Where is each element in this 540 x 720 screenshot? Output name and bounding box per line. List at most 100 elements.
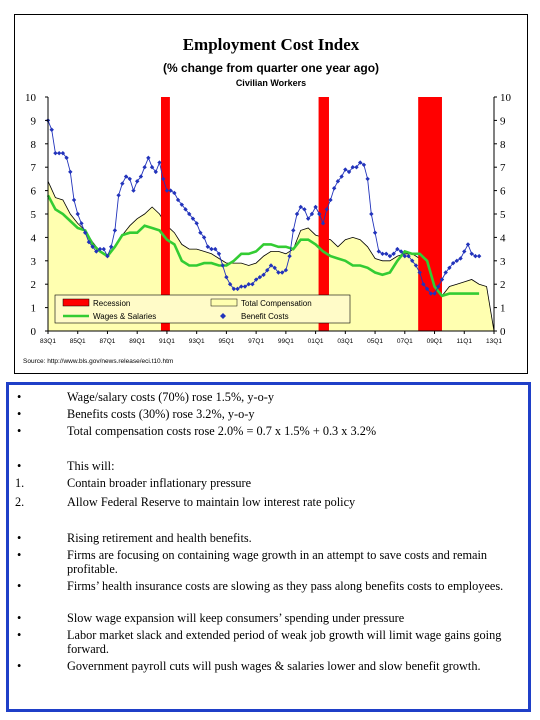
legend: Recession Total Compensation Wages & Sal… [54,294,351,324]
recession-bar-3 [418,97,442,331]
benefit-costs-point [127,176,132,182]
benefit-costs-point [231,286,237,292]
benefit-costs-point [447,265,452,271]
y-tick-label-left: 5 [31,209,37,221]
note-item: Contain broader inflationary pressure [67,476,252,490]
y-tick-label-left: 8 [31,139,37,151]
benefit-costs-point [424,286,430,292]
benefit-costs-point [339,174,344,179]
benefit-costs-point [242,284,248,289]
bullet-marker: • [17,628,22,642]
y-tick-label-right: 8 [500,139,506,151]
y-tick-label-right: 2 [500,279,506,291]
benefit-costs-point [369,211,374,217]
benefit-costs-point [354,165,359,170]
benefit-costs-point [465,242,471,247]
bullet-marker: • [17,548,22,562]
x-tick-label: 11Q1 [457,338,473,345]
benefit-costs-point [246,282,251,287]
benefit-costs-point [406,253,411,259]
y-tick-label-right: 9 [500,115,506,127]
benefit-costs-point [49,127,54,132]
benefit-costs-point [198,230,203,235]
y-tick-label-right: 3 [500,256,506,268]
note-heading: This will: [67,459,115,473]
benefit-costs-point [283,267,289,273]
x-tick-label: 05Q1 [367,338,383,345]
benefit-costs-point [60,150,66,156]
benefit-costs-point [328,197,333,203]
chart-subtitle-2: Civilian Workers [236,78,306,88]
benefit-costs-point [79,221,84,226]
benefit-costs-point [432,291,437,296]
y-tick-label-left: 0 [31,326,37,338]
y-tick-label-right: 5 [500,209,506,221]
legend-wages-label: Wages & Salaries [93,312,156,321]
benefit-costs-point [376,249,381,254]
benefit-costs-point [343,167,348,172]
benefit-costs-point [265,267,270,273]
note-item: Wage/salary costs (70%) rose 1.5%, y-o-y [67,390,274,404]
benefit-costs-point [123,174,129,179]
benefit-costs-point [305,216,311,221]
benefit-costs-point [142,165,147,170]
benefit-costs-point [365,176,370,182]
benefit-costs-point [320,221,326,226]
benefit-costs-point [291,228,296,233]
benefit-costs-point [443,270,448,275]
benefit-costs-point [458,256,463,261]
y-tick-label-right: 1 [500,303,506,315]
benefit-costs-point [358,160,363,165]
benefit-costs-point [476,253,482,259]
benefit-costs-point [279,270,285,275]
benefit-costs-point [391,251,396,256]
y-tick-label-right: 6 [500,186,506,198]
x-tick-label: 85Q1 [70,338,86,345]
benefit-costs-point [131,188,136,193]
benefit-costs-point [346,169,352,175]
benefit-costs-point [413,263,419,268]
benefit-costs-point [350,165,355,170]
benefit-costs-point [172,190,177,196]
benefit-costs-point [94,249,99,254]
note-item: Total compensation costs rose 2.0% = 0.7… [67,424,377,438]
benefit-costs-point [97,246,103,252]
benefit-costs-point [179,202,184,207]
benefit-costs-point [205,244,211,249]
benefit-costs-point [450,260,456,266]
benefit-costs-point [298,204,303,210]
recession-bar-1 [160,97,170,331]
note-item: Government payroll cuts will push wages … [67,659,481,673]
x-tick-label: 09Q1 [427,338,443,345]
x-tick-label: 91Q1 [159,338,175,345]
benefit-costs-point [421,282,426,287]
x-tick-label: 07Q1 [397,338,413,345]
wages-salaries-line [46,194,480,298]
benefit-costs-point [161,176,166,182]
benefit-costs-point [227,282,233,287]
benefit-costs-point [164,188,170,193]
y-tick-label-left: 7 [31,162,37,174]
benefit-costs-point [317,211,322,217]
benefit-costs-point [135,179,140,184]
x-tick-label: 89Q1 [129,338,145,345]
y-tick-label-right: 7 [500,162,506,174]
note-item: Benefits costs (30%) rose 3.2%, y-o-y [67,407,255,421]
benefit-costs-point [105,253,110,259]
benefit-costs-point [183,207,188,212]
x-tick-label: 03Q1 [337,338,353,345]
bullet-marker: • [17,611,22,625]
x-tick-label: 93Q1 [189,338,205,345]
bullet-marker: • [17,531,22,545]
y-tick-label-right: 0 [500,326,506,338]
note-item: Slow wage expansion will keep consumers’… [67,611,405,625]
benefit-costs-point [428,291,434,296]
x-tick-label: 99Q1 [278,338,294,345]
benefit-costs-point [253,277,259,282]
bullet-marker: • [17,407,22,421]
benefit-costs-point [361,162,367,168]
benefit-costs-point [71,197,77,203]
benefit-costs-point [395,246,400,252]
benefit-costs-point [168,188,173,193]
legend-benefits-label: Benefit Costs [241,312,289,321]
